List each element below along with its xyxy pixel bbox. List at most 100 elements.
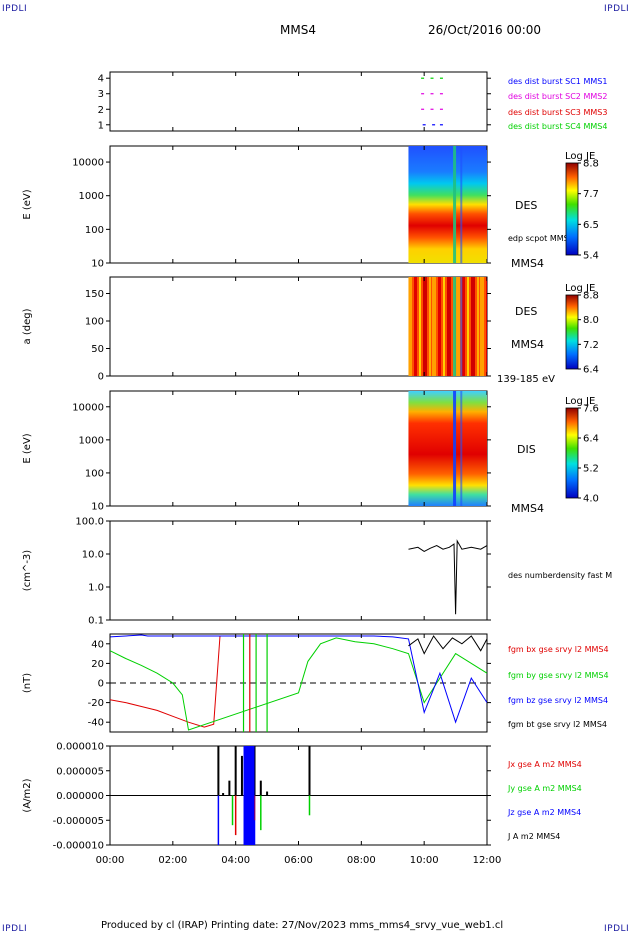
burst-flags-legend-entry: des dist burst SC4 MMS4	[508, 122, 607, 131]
dis-energy-ytick-label: 10000	[72, 402, 104, 413]
footer-credit: Produced by cl (IRAP) Printing date: 27/…	[101, 920, 504, 931]
dis-energy-ytick-label: 100	[85, 468, 104, 479]
magnetic-field-ytick-label: 40	[91, 639, 104, 650]
des-energy-spacecraft-label: MMS4	[511, 257, 544, 270]
corner-label-bottom-left: IPDLI	[2, 924, 28, 934]
current-density-ytick-label: 0.000005	[56, 766, 104, 777]
header-date: 26/Oct/2016 00:00	[428, 23, 542, 37]
magnetic-field-legend-entry: fgm bx gse srvy l2 MMS4	[508, 645, 609, 654]
dis-energy-heatmap	[408, 391, 487, 506]
des-pitch-colorbar-label: 8.8	[583, 291, 599, 302]
des-pitch-ytick-label: 150	[85, 289, 104, 300]
des-energy-ytick-label: 1000	[79, 191, 104, 202]
des-pitch-heatmap-gap	[460, 277, 463, 376]
current-density-ytick-label: 0.000000	[56, 791, 104, 802]
dis-energy-ytick-label: 10	[91, 502, 104, 513]
des-energy-heatmap-gap	[460, 146, 463, 263]
density-ytick-label: 100.0	[75, 517, 104, 528]
mag-bx-line	[109, 635, 221, 728]
current-density-ylabel: (A/m2)	[22, 778, 33, 812]
current-density-legend-entry: Jx gse A m2 MMS4	[507, 760, 582, 769]
dis-energy-heatmap-spike	[453, 391, 457, 506]
des-energy-heatmap	[408, 146, 487, 263]
current-density-ytick-label: 0.000010	[56, 742, 104, 753]
des-pitch-heatmap	[408, 277, 487, 376]
burst-flags-ytick-label: 4	[98, 74, 104, 85]
des-pitch-ytick-label: 50	[91, 344, 104, 355]
time-tick-label: 04:00	[221, 855, 250, 866]
corner-label-top-left: IPDLI	[2, 4, 28, 14]
des-energy-heatmap-spike	[453, 146, 457, 263]
des-pitch-spacecraft-label: MMS4	[511, 338, 544, 351]
dis-energy-colorbar-title: Log JE	[565, 396, 595, 407]
des-energy-sublabel: edp scpot MMS4	[508, 234, 574, 243]
burst-flags-frame	[109, 71, 488, 132]
current-density-legend-entry: Jy gse A m2 MMS4	[507, 784, 582, 793]
burst-flags-ytick-label: 1	[98, 120, 104, 131]
time-tick-label: 00:00	[96, 855, 125, 866]
time-tick-label: 06:00	[284, 855, 313, 866]
magnetic-field-legend-entry: fgm bz gse srvy l2 MMS4	[508, 696, 608, 705]
dis-energy-spacecraft-label: MMS4	[511, 502, 544, 515]
des-pitch-ytick-label: 0	[98, 372, 104, 383]
des-energy-ytick-label: 10000	[72, 158, 104, 169]
des-energy-ytick-label: 10	[91, 259, 104, 270]
dis-energy-heatmap-gap	[460, 391, 463, 506]
density-ytick-label: 0.1	[88, 616, 104, 627]
magnetic-field-ytick-label: 20	[91, 659, 104, 670]
time-tick-label: 08:00	[347, 855, 376, 866]
des-energy-colorbar-label: 5.4	[583, 251, 599, 262]
des-energy-ylabel: E (eV)	[22, 189, 33, 219]
des-energy-colorbar-title: Log JE	[565, 151, 595, 162]
des-energy-ytick-label: 100	[85, 225, 104, 236]
magnetic-field-ytick-label: 0	[98, 679, 104, 690]
dis-energy-ytick-label: 1000	[79, 435, 104, 446]
des-energy-colorbar-label: 8.8	[583, 159, 599, 170]
header-spacecraft: MMS4	[280, 23, 316, 37]
dis-energy-colorbar	[565, 407, 579, 499]
density-frame	[109, 520, 488, 621]
burst-flags-legend-entry: des dist burst SC2 MMS2	[508, 92, 607, 101]
current-density-legend-entry: Jz gse A m2 MMS4	[507, 808, 581, 817]
current-density-ytick-label: -0.000005	[53, 816, 104, 827]
des-pitch-colorbar	[565, 294, 579, 370]
dis-energy-ylabel: E (eV)	[22, 433, 33, 463]
time-tick-label: 12:00	[473, 855, 502, 866]
density-ytick-label: 10.0	[82, 550, 104, 561]
des-energy-colorbar	[565, 162, 579, 256]
corner-label-bottom-right: IPDLI	[604, 924, 630, 934]
des-pitch-ylabel: a (deg)	[22, 308, 33, 344]
magnetic-field-ytick-label: -20	[88, 698, 104, 709]
magnetic-field-ylabel: (nT)	[22, 673, 33, 693]
burst-flags-legend-entry: des dist burst SC3 MMS3	[508, 108, 607, 117]
dis-energy-colorbar-label: 5.2	[583, 464, 599, 475]
current-density-ytick-label: -0.000010	[53, 841, 104, 852]
des-energy-colorbar-label: 7.7	[583, 189, 599, 200]
magnetic-field-legend-entry: fgm bt gse srvy l2 MMS4	[508, 720, 607, 729]
des-pitch-colorbar-label: 8.0	[583, 315, 599, 326]
corner-label-top-right: IPDLI	[604, 4, 630, 14]
dis-energy-colorbar-label: 4.0	[583, 494, 599, 505]
des-pitch-instrument-label: DES	[515, 305, 537, 318]
des-pitch-heatmap-spike	[453, 277, 457, 376]
current-density-legend-entry: J A m2 MMS4	[507, 832, 560, 841]
burst-flags-legend-entry: des dist burst SC1 MMS1	[508, 77, 607, 86]
current-jz-burst-block	[243, 746, 255, 845]
des-pitch-ytick-label: 100	[85, 317, 104, 328]
magnetic-field-legend-entry: fgm by gse srvy l2 MMS4	[508, 671, 609, 680]
mag-by-line	[109, 637, 488, 731]
density-legend-entry: des numberdensity fast M	[508, 571, 612, 580]
burst-flags-ytick-label: 3	[98, 89, 104, 100]
magnetic-field-ytick-label: -40	[88, 718, 104, 729]
burst-flags-ytick-label: 2	[98, 105, 104, 116]
mag-bz-line	[109, 634, 488, 724]
dis-energy-colorbar-label: 6.4	[583, 434, 599, 445]
density-ytick-label: 1.0	[88, 583, 104, 594]
des-pitch-colorbar-label: 7.2	[583, 340, 599, 351]
time-tick-label: 02:00	[158, 855, 187, 866]
plot-area: 1 2 3 4 des dist burst SC1 MMS1 des dist burs…	[22, 71, 612, 866]
dis-energy-colorbar-label: 7.6	[583, 404, 599, 415]
des-pitch-colorbar-label: 6.4	[583, 365, 599, 376]
dis-energy-instrument-label: DIS	[517, 443, 536, 456]
des-energy-instrument-label: DES	[515, 199, 537, 212]
